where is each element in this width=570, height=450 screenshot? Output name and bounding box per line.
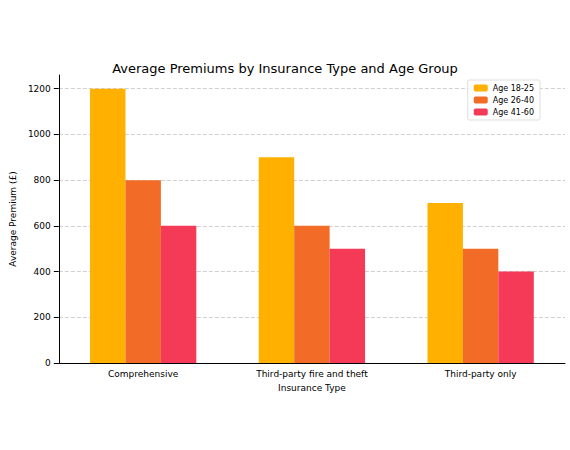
svg-text:800: 800 [34,175,51,185]
svg-text:Age 41-60: Age 41-60 [493,108,534,117]
svg-text:Age 26-40: Age 26-40 [493,96,534,105]
svg-text:1200: 1200 [28,84,51,94]
svg-text:400: 400 [34,267,51,277]
svg-text:1000: 1000 [28,129,51,139]
svg-text:0: 0 [45,358,51,368]
svg-text:Comprehensive: Comprehensive [108,369,179,379]
svg-text:Average Premium (£): Average Premium (£) [8,171,18,266]
svg-text:Insurance Type: Insurance Type [278,383,346,393]
svg-text:Average Premiums by Insurance: Average Premiums by Insurance Type and A… [112,61,458,76]
svg-text:Third-party fire and theft: Third-party fire and theft [255,369,368,379]
svg-text:200: 200 [34,312,51,322]
svg-text:600: 600 [34,221,51,231]
svg-text:Age 18-25: Age 18-25 [493,84,534,93]
svg-text:Third-party only: Third-party only [444,369,518,379]
